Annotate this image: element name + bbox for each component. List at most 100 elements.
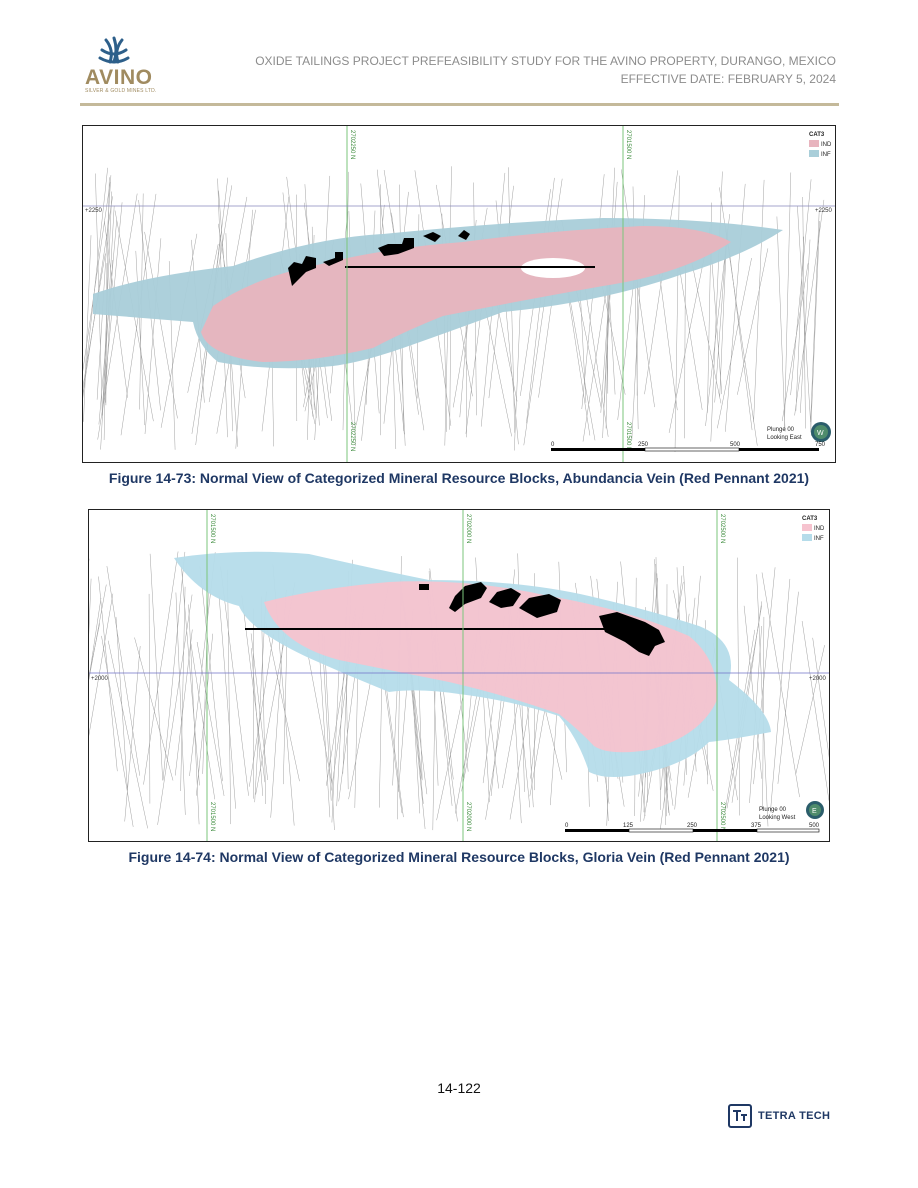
drill-hole-trace: [726, 230, 753, 431]
drill-hole-trace: [96, 175, 112, 400]
drill-hole-trace: [98, 219, 117, 425]
grid-label-top-left: 2702250 N: [349, 130, 355, 159]
drill-hole-trace: [143, 551, 179, 785]
drill-hole-trace: [761, 572, 800, 798]
drill-hole-trace: [306, 649, 333, 784]
drill-hole-trace: [175, 592, 186, 815]
legend-ind-swatch: [802, 524, 812, 531]
figure-caption-2: Figure 14-74: Normal View of Categorized…: [128, 849, 790, 865]
grid-label-bottom-right: 2701500 N: [625, 422, 631, 451]
drill-hole-trace: [115, 616, 128, 791]
drill-hole-trace: [196, 641, 225, 797]
figure-caption-1: Figure 14-73: Normal View of Categorized…: [108, 470, 810, 486]
abundancia-section-svg: +2250 +2250 2702250 N 2701500 N 2702250 …: [83, 126, 835, 462]
scale-label-1: 125: [623, 823, 634, 829]
drill-hole-trace: [160, 233, 198, 428]
legend-inf-swatch: [802, 534, 812, 541]
drill-hole-trace: [190, 643, 216, 800]
drill-hole-trace: [83, 235, 92, 422]
drill-hole-trace: [770, 578, 791, 813]
drill-hole-trace: [737, 557, 740, 816]
figure-gloria-vein: +2000 +2000 2701500 N 2702000 N 2702500 …: [88, 509, 830, 842]
drill-hole-trace: [776, 216, 786, 432]
grid-label-bottom-3: 2702500 N: [719, 802, 725, 831]
drill-hole-trace: [795, 236, 805, 411]
legend-ind-label: IND: [814, 526, 825, 532]
drill-hole-trace: [89, 584, 107, 681]
drill-hole-trace: [710, 171, 723, 442]
plunge-label: Plunge 00: [767, 427, 795, 433]
avino-logo-icon: [98, 36, 130, 64]
drill-hole-trace: [148, 593, 151, 804]
tetra-tech-logo: TETRA TECH: [728, 1104, 830, 1128]
effective-date: EFFECTIVE DATE: FEBRUARY 5, 2024: [620, 72, 836, 86]
drill-hole-trace: [174, 629, 193, 776]
svg-text:E: E: [812, 808, 817, 815]
drill-hole-trace: [83, 253, 106, 389]
scale-label-0: 0: [551, 442, 555, 448]
drill-hole-trace: [89, 593, 114, 737]
drill-hole-trace: [89, 578, 92, 635]
document-title: OXIDE TAILINGS PROJECT PREFEASIBILITY ST…: [255, 54, 836, 68]
drill-hole-trace: [784, 172, 792, 429]
scale-bar: 0 250 500 750: [551, 442, 826, 452]
drill-hole-trace: [600, 181, 618, 413]
drill-hole-trace: [810, 220, 820, 433]
drill-hole-trace: [674, 175, 680, 452]
legend-inf-label: INF: [821, 152, 831, 158]
drill-hole-trace: [180, 586, 186, 792]
drill-hole-trace: [97, 193, 138, 440]
page-number: 14-122: [437, 1080, 481, 1096]
tetra-tech-icon: [728, 1104, 752, 1128]
orientation-globe-icon: E: [806, 801, 824, 819]
grid-label-top-2: 2702000 N: [465, 514, 471, 543]
drill-hole-trace: [777, 591, 799, 784]
underground-workings: [245, 582, 665, 656]
drill-hole-trace: [753, 179, 765, 423]
drill-hole-trace: [756, 574, 769, 827]
drill-hole-trace: [523, 178, 563, 446]
scale-label-2: 500: [730, 442, 741, 448]
drill-hole-trace: [106, 566, 141, 776]
drill-hole-trace: [241, 595, 266, 783]
drill-hole-trace: [218, 596, 236, 809]
drill-hole-trace: [753, 567, 776, 785]
drill-hole-trace: [249, 634, 274, 787]
drill-hole-trace: [199, 566, 223, 782]
drill-hole-trace: [812, 637, 829, 758]
looking-label: Looking West: [759, 815, 796, 821]
orientation-globe-icon: W: [811, 422, 831, 442]
legend: CAT3 IND INF: [802, 516, 825, 542]
drill-hole-trace: [124, 646, 141, 822]
underground-workings: [288, 230, 595, 286]
ind-blocks-core: [201, 226, 731, 362]
drill-hole-trace: [98, 576, 118, 772]
grid-label-bottom-left: 2702250 N: [349, 422, 355, 451]
scale-bar: 0 125 250 375 500: [565, 823, 820, 833]
grid-label-bottom-1: 2701500 N: [209, 802, 215, 831]
scale-label-3: 750: [815, 442, 826, 448]
drill-hole-trace: [810, 210, 820, 423]
elev-label-left: +2000: [91, 676, 109, 682]
drill-hole-trace: [101, 635, 134, 827]
logo-subtext: SILVER & GOLD MINES LTD.: [85, 88, 157, 94]
scale-label-3: 375: [751, 823, 762, 829]
drill-hole-trace: [690, 257, 722, 404]
drill-hole-trace: [104, 260, 113, 403]
drill-hole-trace: [323, 635, 335, 831]
drill-hole-trace: [678, 260, 703, 410]
logo-wordmark: AVINO: [85, 66, 153, 89]
drill-hole-trace: [684, 263, 686, 439]
figure-abundancia-vein: +2250 +2250 2702250 N 2701500 N 2702250 …: [82, 125, 836, 463]
legend-inf-label: INF: [814, 536, 824, 542]
drill-hole-trace: [743, 605, 763, 779]
drill-hole-trace: [157, 594, 193, 825]
drill-hole-trace: [220, 566, 249, 796]
scale-label-2: 250: [687, 823, 698, 829]
drill-hole-trace: [714, 233, 728, 403]
drill-hole-trace: [202, 573, 210, 774]
scale-label-1: 250: [638, 442, 649, 448]
drill-hole-trace: [794, 199, 825, 416]
legend-ind-label: IND: [821, 142, 832, 148]
svg-text:W: W: [817, 430, 824, 437]
